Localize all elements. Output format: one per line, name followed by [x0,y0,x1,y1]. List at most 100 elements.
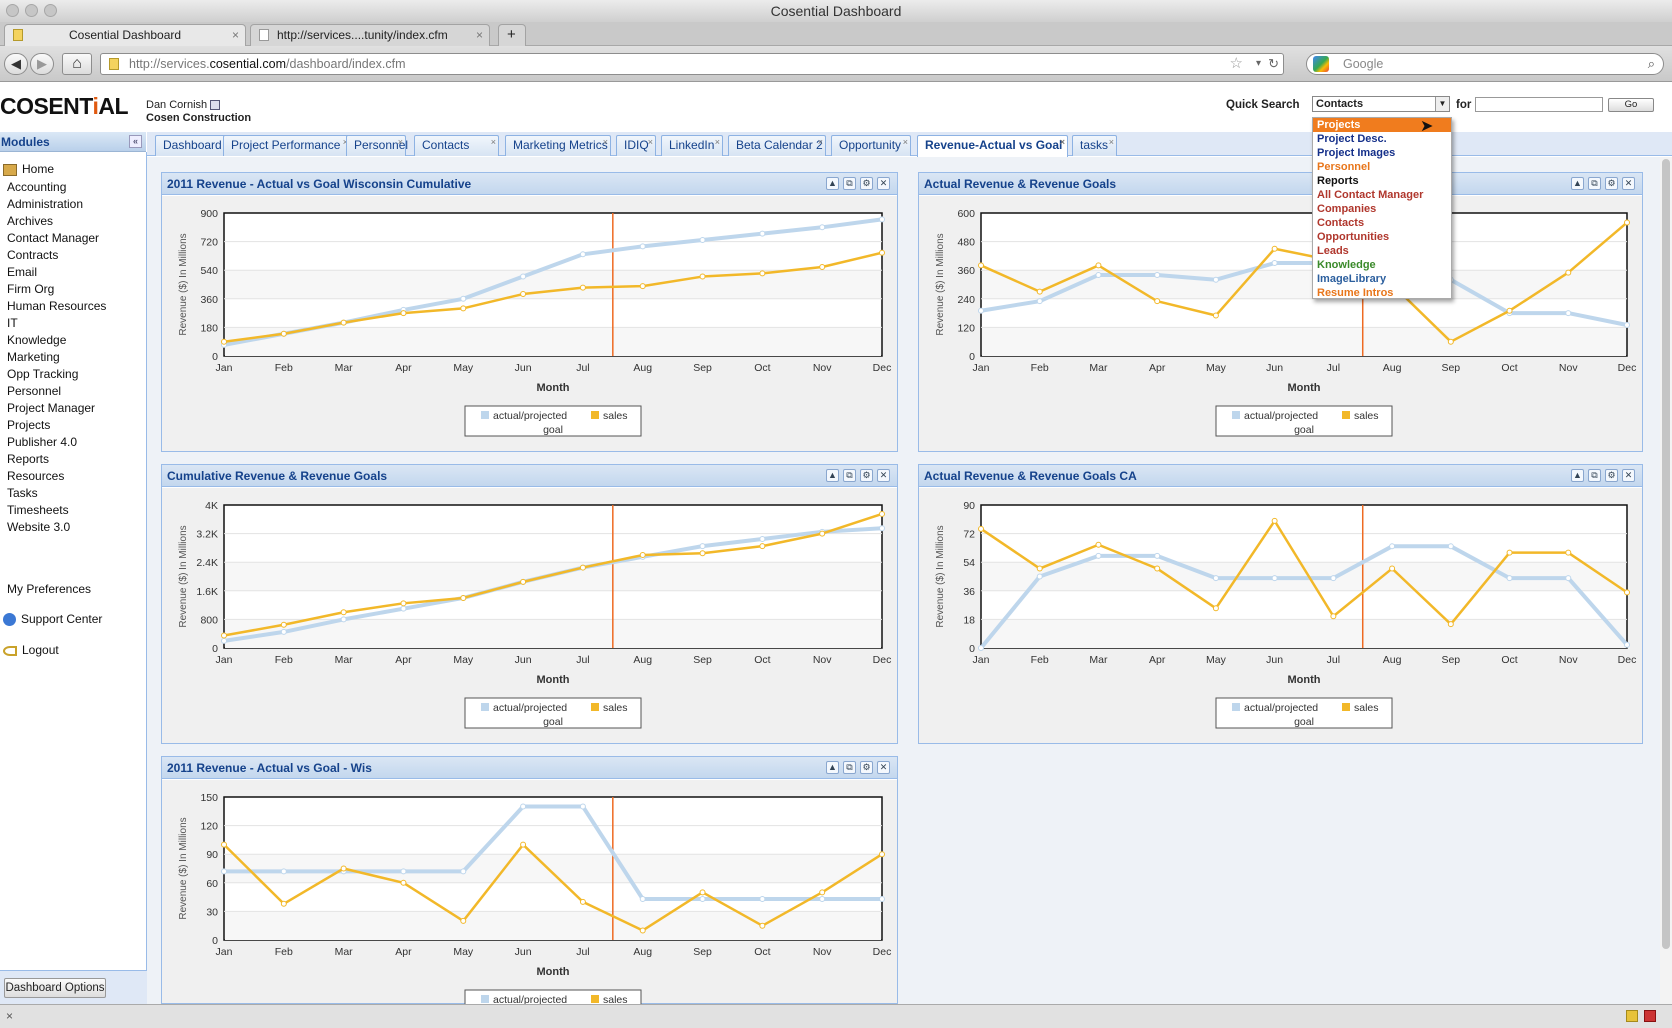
restore-panel-icon[interactable]: ⧉ [843,469,856,482]
sidebar-item-human-resources[interactable]: Human Resources [7,299,107,313]
sidebar-item-reports[interactable]: Reports [7,452,50,466]
restore-panel-icon[interactable]: ⧉ [1588,469,1601,482]
close-window-button[interactable] [6,4,19,17]
addon-icon[interactable] [1626,1010,1638,1022]
search-engine-box[interactable]: Google ⌕ [1306,53,1664,75]
sidebar-item-firm-org[interactable]: Firm Org [7,282,55,296]
dropdown-option[interactable]: All Contact Manager [1317,189,1424,201]
vertical-scrollbar[interactable] [1660,157,1672,1004]
restore-panel-icon[interactable]: ⧉ [1588,177,1601,190]
sidebar-item-resources[interactable]: Resources [7,469,65,483]
tab-beta-calendar-2[interactable]: Beta Calendar 2 × [728,135,826,156]
sidebar-item-support[interactable]: Support Center [3,612,102,627]
tab-contacts[interactable]: Contacts × [414,135,499,156]
tab-project-performance[interactable]: Project Performance× [223,135,351,156]
dropdown-option[interactable]: Leads [1317,245,1349,257]
tab-personnel[interactable]: Personnel × [346,135,408,156]
collapse-panel-icon[interactable]: ▲ [1571,469,1584,482]
close-tab-icon[interactable]: × [1059,137,1065,147]
sidebar-item-contact-manager[interactable]: Contact Manager [7,231,100,245]
dropdown-option[interactable]: ImageLibrary [1317,273,1387,285]
back-button[interactable]: ◀ [4,53,28,75]
sidebar-item-home[interactable]: Home [3,162,54,176]
scrollbar-thumb[interactable] [1662,159,1670,949]
settings-panel-icon[interactable]: ⚙ [860,761,873,774]
collapse-sidebar-icon[interactable]: « [129,135,142,148]
tab-dashboard[interactable]: Dashboard× [155,135,233,156]
minimize-window-button[interactable] [25,4,38,17]
close-tab-icon[interactable]: × [647,137,653,147]
close-panel-icon[interactable]: ✕ [877,177,890,190]
restore-panel-icon[interactable]: ⧉ [843,177,856,190]
tab-linkedin[interactable]: LinkedIn × [661,135,723,156]
dropdown-option[interactable]: Opportunities [1317,231,1390,243]
settings-panel-icon[interactable]: ⚙ [860,177,873,190]
dropdown-option[interactable]: Companies [1317,203,1377,215]
dropdown-option[interactable]: Reports [1317,175,1359,187]
close-tab-icon[interactable]: × [475,28,483,42]
tab-tasks[interactable]: tasks × [1072,135,1117,156]
dropdown-option[interactable]: Personnel [1317,161,1371,173]
settings-panel-icon[interactable]: ⚙ [1605,469,1618,482]
tab-marketing-metrics[interactable]: Marketing Metrics × [505,135,611,156]
sidebar-item-logout[interactable]: Logout [3,643,59,657]
dropdown-option[interactable]: Contacts [1317,217,1365,229]
collapse-panel-icon[interactable]: ▲ [1571,177,1584,190]
close-tab-icon[interactable]: × [1108,137,1114,147]
collapse-panel-icon[interactable]: ▲ [826,469,839,482]
url-bar[interactable]: http://services.cosential.com/dashboard/… [100,53,1284,75]
reload-icon[interactable]: ↻ [1268,56,1279,71]
sidebar-item-project-manager[interactable]: Project Manager [7,401,96,415]
history-dropdown-icon[interactable]: ▾ [1255,58,1261,69]
collapse-panel-icon[interactable]: ▲ [826,177,839,190]
sidebar-item-marketing[interactable]: Marketing [7,350,60,364]
dropdown-option[interactable]: Resume Intros [1317,287,1394,299]
tab-idiq[interactable]: IDIQ × [616,135,656,156]
status-close-icon[interactable]: × [6,1009,14,1023]
close-panel-icon[interactable]: ✕ [877,761,890,774]
tab-revenue-actual-vs-goal[interactable]: Revenue-Actual vs Goal × [917,135,1068,157]
browser-tab[interactable]: http://services....tunity/index.cfm × [250,24,490,46]
close-tab-icon[interactable]: × [397,137,403,147]
close-tab-icon[interactable]: × [343,133,348,152]
sidebar-item-publisher-4-0[interactable]: Publisher 4.0 [7,435,78,449]
sidebar-item-projects[interactable]: Projects [7,418,51,432]
close-panel-icon[interactable]: ✕ [1622,469,1635,482]
sidebar-item-personnel[interactable]: Personnel [7,384,62,398]
close-panel-icon[interactable]: ✕ [877,469,890,482]
addon-icon[interactable] [1644,1010,1656,1022]
new-tab-button[interactable]: + [498,24,526,46]
quick-search-input[interactable] [1475,97,1603,112]
restore-panel-icon[interactable]: ⧉ [843,761,856,774]
quick-search-go-button[interactable]: Go [1608,98,1654,112]
sidebar-item-timesheets[interactable]: Timesheets [7,503,69,517]
dropdown-option[interactable]: Knowledge [1317,259,1376,271]
zoom-window-button[interactable] [44,4,57,17]
sidebar-item-contracts[interactable]: Contracts [7,248,59,262]
sidebar-item-opp-tracking[interactable]: Opp Tracking [7,367,79,381]
user-name[interactable]: Dan Cornish [146,99,208,111]
sidebar-item-email[interactable]: Email [7,265,38,279]
sidebar-item-administration[interactable]: Administration [7,197,84,211]
close-tab-icon[interactable]: × [817,137,823,147]
close-tab-icon[interactable]: × [490,137,496,147]
close-tab-icon[interactable]: × [602,137,608,147]
tab-opportunity[interactable]: Opportunity × [831,135,911,156]
settings-panel-icon[interactable]: ⚙ [1605,177,1618,190]
sidebar-item-accounting[interactable]: Accounting [7,180,67,194]
forward-button[interactable]: ▶ [30,53,54,75]
dropdown-option[interactable]: Project Images [1317,147,1396,159]
sidebar-item-knowledge[interactable]: Knowledge [7,333,67,347]
collapse-panel-icon[interactable]: ▲ [826,761,839,774]
close-tab-icon[interactable]: × [714,137,720,147]
bookmark-star-icon[interactable]: ☆ [1229,55,1243,72]
settings-panel-icon[interactable]: ⚙ [860,469,873,482]
dropdown-option[interactable]: Projects [1313,118,1451,132]
quick-search-select[interactable]: Contacts ▼ [1312,96,1450,112]
search-icon[interactable]: ⌕ [1647,56,1655,71]
sidebar-item-website-3-0[interactable]: Website 3.0 [7,520,71,534]
browser-tab-active[interactable]: Cosential Dashboard × [4,24,246,46]
dropdown-option[interactable]: Project Desc. [1317,133,1387,145]
sidebar-item-archives[interactable]: Archives [7,214,54,228]
home-button[interactable]: ⌂ [62,53,92,75]
